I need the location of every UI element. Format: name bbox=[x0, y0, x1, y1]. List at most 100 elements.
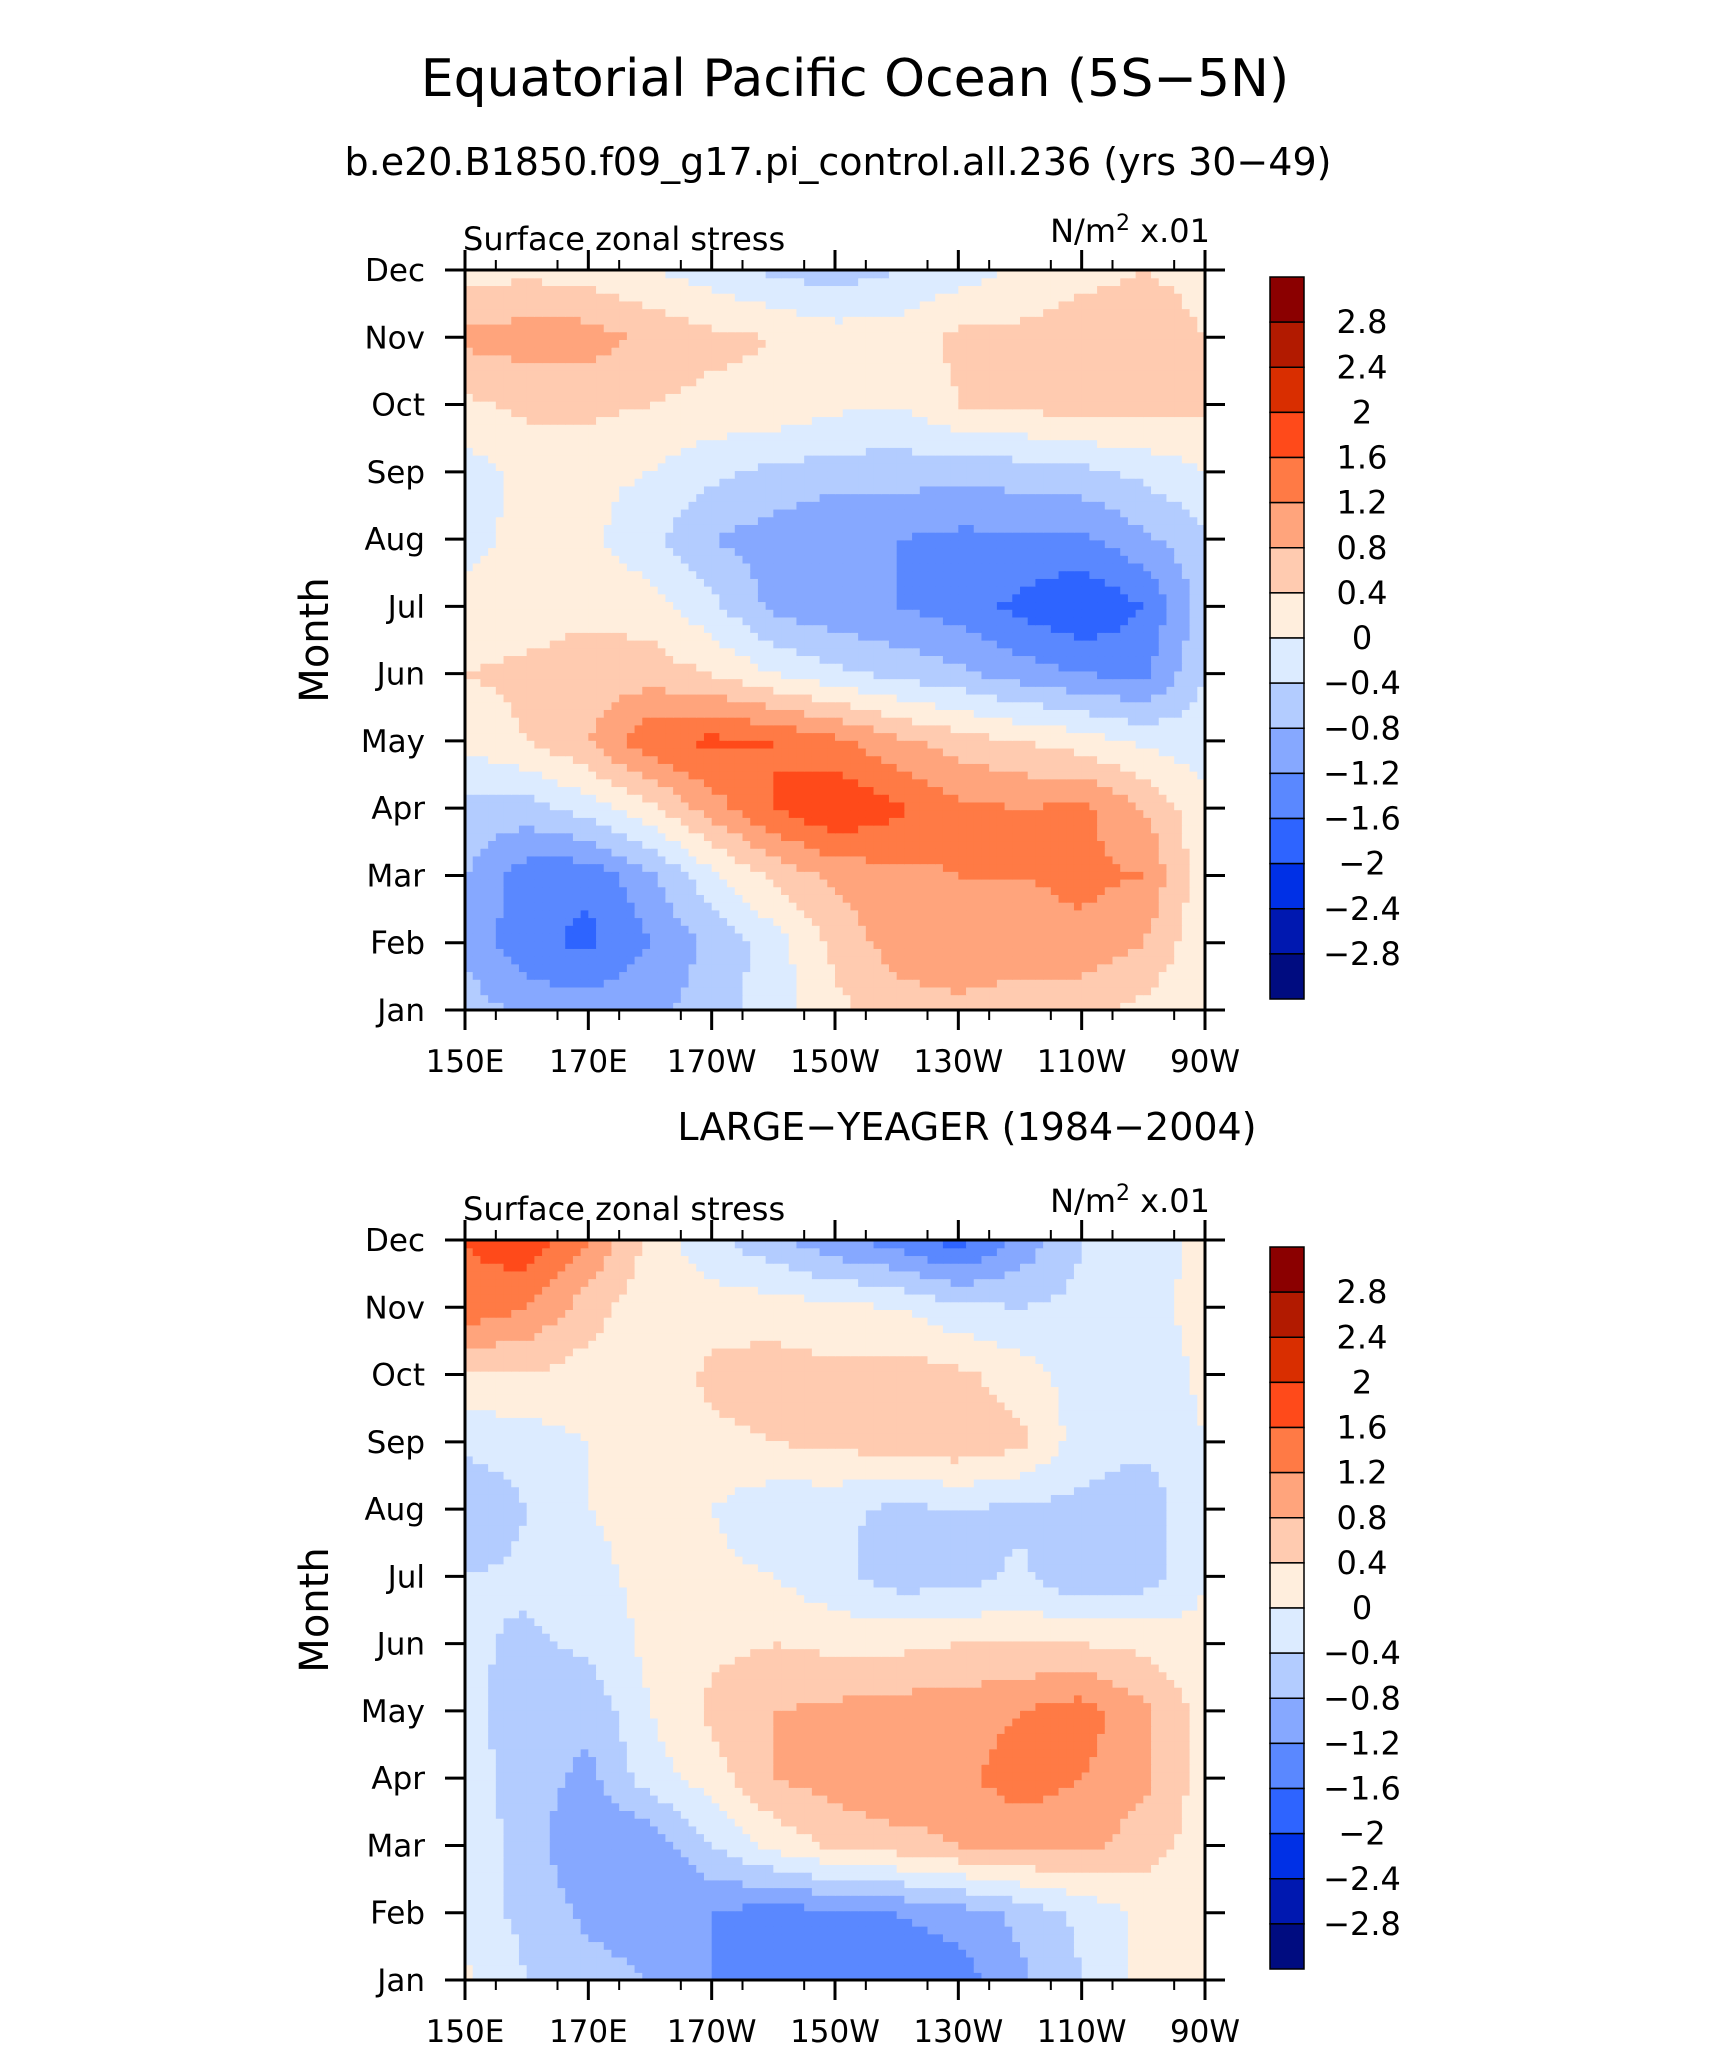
heatmap-cell bbox=[673, 909, 682, 919]
heatmap-cell bbox=[719, 963, 728, 973]
heatmap-cell bbox=[989, 963, 998, 973]
heatmap-cell bbox=[842, 871, 852, 880]
heatmap-cell bbox=[511, 963, 520, 973]
heatmap-cell bbox=[680, 940, 690, 949]
heatmap-cell bbox=[472, 778, 482, 788]
heatmap-cell bbox=[750, 686, 759, 695]
heatmap-cell bbox=[1166, 717, 1175, 726]
heatmap-cell bbox=[796, 624, 805, 633]
heatmap-cell bbox=[603, 655, 613, 664]
heatmap-cell bbox=[596, 686, 605, 695]
heatmap-cell bbox=[942, 747, 952, 757]
heatmap-cell bbox=[858, 663, 867, 672]
heatmap-cell bbox=[1166, 909, 1175, 919]
heatmap-cell bbox=[488, 717, 497, 726]
heatmap-cell bbox=[1073, 979, 1083, 988]
heatmap-cell bbox=[1104, 778, 1114, 788]
heatmap-cell bbox=[1081, 878, 1090, 888]
heatmap-cell bbox=[981, 709, 990, 718]
heatmap-cell bbox=[966, 909, 975, 919]
heatmap-cell bbox=[1166, 632, 1175, 641]
heatmap-cell bbox=[835, 917, 844, 926]
heatmap-cell bbox=[488, 778, 497, 788]
heatmap-cell bbox=[1027, 917, 1037, 926]
heatmap-cell bbox=[1066, 863, 1075, 872]
heatmap-cell bbox=[811, 925, 821, 934]
heatmap-cell bbox=[1058, 925, 1067, 934]
heatmap-cell bbox=[865, 902, 875, 911]
heatmap-cell bbox=[989, 786, 998, 795]
heatmap-cell bbox=[542, 778, 551, 788]
heatmap-cell bbox=[596, 1002, 605, 1010]
heatmap-cell bbox=[465, 647, 474, 657]
heatmap-cell bbox=[773, 994, 782, 1003]
heatmap-cell bbox=[549, 979, 559, 988]
heatmap-cell bbox=[719, 740, 728, 749]
heatmap-cell bbox=[1035, 963, 1044, 973]
heatmap-cell bbox=[996, 717, 1006, 726]
heatmap-cell bbox=[888, 971, 898, 980]
heatmap-cell bbox=[542, 871, 551, 880]
heatmap-cell bbox=[1120, 979, 1129, 988]
heatmap-cell bbox=[1020, 693, 1029, 703]
heatmap-cell bbox=[488, 801, 497, 811]
heatmap-cell bbox=[1135, 909, 1144, 919]
heatmap-cell bbox=[665, 994, 674, 1003]
heatmap-cell bbox=[981, 732, 990, 741]
heatmap-cell bbox=[1066, 717, 1075, 726]
heatmap-cell bbox=[503, 909, 512, 919]
heatmap-cell bbox=[1151, 693, 1160, 703]
heatmap-cell bbox=[703, 794, 713, 803]
heatmap-cell bbox=[858, 909, 867, 919]
heatmap-cell bbox=[773, 640, 782, 649]
heatmap-cell bbox=[1020, 717, 1029, 726]
heatmap-cell bbox=[858, 655, 867, 664]
heatmap-cell bbox=[1058, 655, 1067, 664]
heatmap-cell bbox=[495, 801, 505, 811]
heatmap-cell bbox=[881, 640, 890, 649]
heatmap-cell bbox=[518, 771, 528, 780]
heatmap-cell bbox=[596, 840, 605, 849]
heatmap-cell bbox=[1020, 609, 1029, 618]
heatmap-cell bbox=[1066, 825, 1075, 834]
heatmap-cell bbox=[1197, 609, 1205, 618]
heatmap-cell bbox=[1081, 809, 1090, 818]
heatmap-cell bbox=[642, 956, 651, 965]
heatmap-cell bbox=[580, 863, 589, 872]
heatmap-cell bbox=[1050, 932, 1060, 942]
heatmap-cell bbox=[549, 986, 559, 996]
heatmap-cell bbox=[750, 940, 759, 949]
heatmap-cell bbox=[1197, 701, 1205, 710]
heatmap-cell bbox=[850, 771, 859, 780]
heatmap-cell bbox=[465, 840, 474, 849]
heatmap-cell bbox=[858, 809, 867, 818]
heatmap-cell bbox=[1089, 832, 1098, 842]
heatmap-cell bbox=[1035, 886, 1044, 895]
heatmap-cell bbox=[1120, 655, 1129, 664]
heatmap-cell bbox=[888, 640, 898, 649]
heatmap-cell bbox=[680, 647, 690, 657]
heatmap-cell bbox=[1158, 778, 1168, 788]
heatmap-cell bbox=[896, 763, 905, 772]
heatmap-cell bbox=[765, 771, 774, 780]
heatmap-cell bbox=[611, 894, 620, 903]
heatmap-cell bbox=[781, 670, 790, 680]
heatmap-cell bbox=[865, 609, 875, 618]
heatmap-cell bbox=[588, 670, 597, 680]
heatmap-cell bbox=[472, 1002, 482, 1010]
heatmap-cell bbox=[673, 632, 682, 641]
heatmap-cell bbox=[1004, 778, 1013, 788]
heatmap-cell bbox=[950, 801, 959, 811]
heatmap-cell bbox=[503, 732, 512, 741]
heatmap-cell bbox=[904, 632, 913, 641]
heatmap-cell bbox=[1097, 940, 1106, 949]
heatmap-cell bbox=[927, 971, 936, 980]
heatmap-cell bbox=[719, 717, 728, 726]
heatmap-cell bbox=[1097, 886, 1106, 895]
heatmap-cell bbox=[619, 717, 628, 726]
heatmap-cell bbox=[703, 624, 713, 633]
heatmap-cell bbox=[472, 686, 482, 695]
heatmap-cell bbox=[873, 632, 882, 641]
heatmap-cell bbox=[1027, 956, 1037, 965]
heatmap-cell bbox=[603, 1002, 613, 1010]
